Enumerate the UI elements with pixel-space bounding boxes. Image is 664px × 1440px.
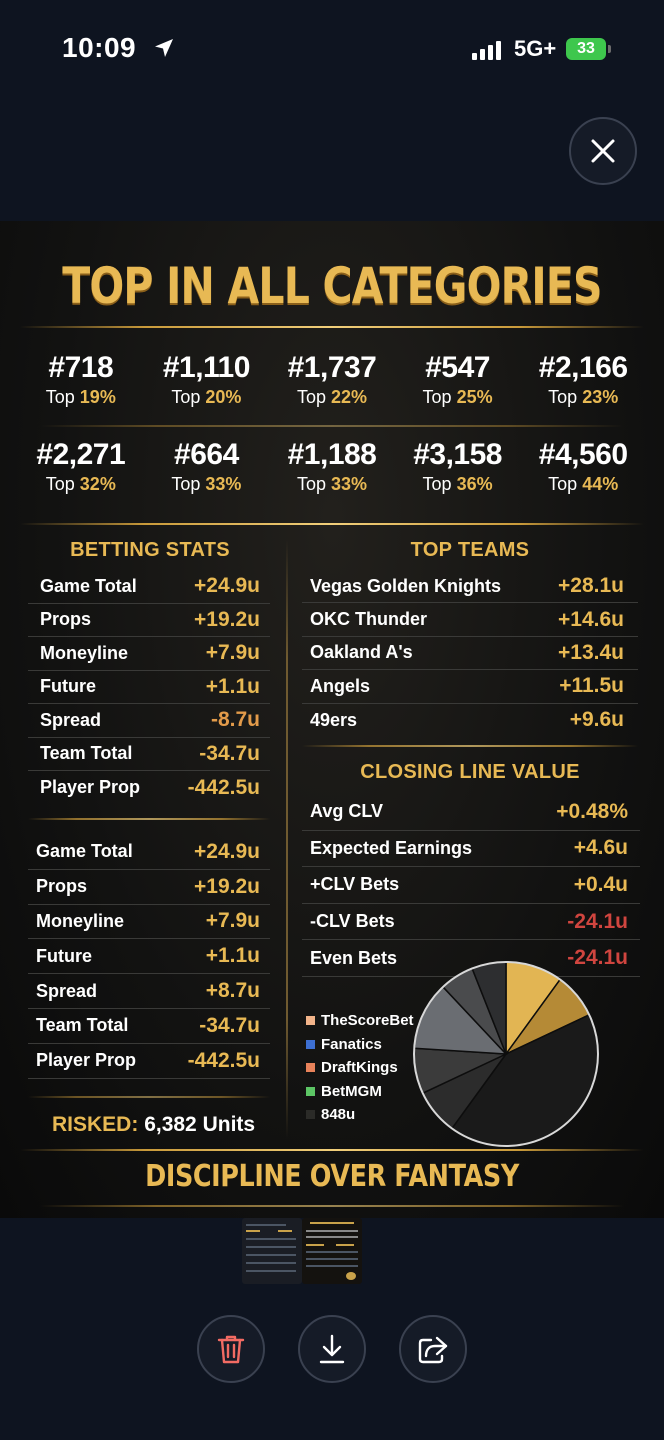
table-row: Moneyline +7.9u <box>28 905 270 940</box>
table-row: Player Prop -442.5u <box>28 1044 270 1079</box>
betting-stats-title: BETTING STATS <box>70 539 230 561</box>
divider <box>40 1205 624 1207</box>
table-row: Spread +8.7u <box>28 974 270 1009</box>
clv-title: CLOSING LINE VALUE <box>360 761 580 783</box>
rank-item: #1,737 Top 22% <box>287 351 377 407</box>
risked-summary: RISKED: 6,382 Units <box>52 1113 256 1136</box>
table-row: Game Total +24.9u <box>28 835 270 870</box>
pie-legend: TheScoreBet Fanatics DraftKings BetMGM 8… <box>306 1009 414 1127</box>
network-type: 5G+ <box>514 36 557 61</box>
legend-item: Fanatics <box>306 1033 414 1057</box>
shared-image: TOP IN ALL CATEGORIES #718 Top 19% #1,110… <box>0 221 664 1218</box>
rank-item: #3,158 Top 36% <box>413 438 502 494</box>
top-teams-table: Vegas Golden Knights +28.1u OKC Thunder +1… <box>302 570 638 737</box>
rank-item: #664 Top 33% <box>171 438 242 494</box>
rank-item: #4,560 Top 44% <box>538 438 628 494</box>
status-bar: 10:09 5G+ 33 <box>0 0 664 100</box>
download-icon <box>319 1334 345 1364</box>
divider <box>20 1149 644 1151</box>
table-row: Spread -8.7u <box>28 704 270 738</box>
legend-item: BetMGM <box>306 1080 414 1104</box>
legend-item: TheScoreBet <box>306 1009 414 1033</box>
thumbnail-2[interactable] <box>302 1218 362 1284</box>
trash-icon <box>217 1335 245 1364</box>
sportsbook-pie-chart <box>413 961 599 1147</box>
thumbnail-1[interactable] <box>242 1218 302 1284</box>
divider <box>28 818 270 820</box>
top-teams-title: TOP TEAMS <box>410 539 530 561</box>
table-row: Vegas Golden Knights +28.1u <box>302 570 638 604</box>
footer-title: DISCIPLINE OVER FANTASY <box>145 1159 519 1194</box>
divider <box>20 326 644 328</box>
share-icon <box>418 1336 448 1364</box>
rank-item: #2,271 Top 32% <box>36 438 126 494</box>
betting-stats-table-2: Game Total +24.9u Props +19.2u Moneyline +7… <box>28 835 270 1079</box>
table-row: Avg CLV +0.48% <box>302 794 640 831</box>
table-row: Future +1.1u <box>28 939 270 975</box>
download-button[interactable] <box>298 1315 366 1383</box>
close-icon <box>591 139 615 163</box>
battery-level: 33 <box>577 40 595 57</box>
share-button[interactable] <box>399 1315 467 1383</box>
divider <box>302 745 638 747</box>
table-row: Future +1.1u <box>28 671 270 704</box>
rank-item: #547 Top 25% <box>422 351 493 407</box>
table-row: Angels +11.5u <box>302 670 638 704</box>
rank-item: #718 Top 19% <box>45 351 116 407</box>
table-row: Game Total +24.9u <box>28 570 270 604</box>
table-row: Team Total -34.7u <box>28 738 270 771</box>
rank-item: #1,188 Top 33% <box>287 438 377 494</box>
rank-row-1: #718 Top 19% #1,110 Top 20% #1,737 Top 22% … <box>18 351 646 408</box>
table-row: Player Prop -442.5u <box>40 775 260 799</box>
pie-outline <box>413 961 599 1147</box>
betting-stats-table: Game Total +24.9u Props +19.2u Moneyline +7… <box>28 570 270 805</box>
legend-item: DraftKings <box>306 1056 414 1080</box>
graphic-title: TOP IN ALL CATEGORIES <box>62 257 602 315</box>
table-row: OKC Thunder +14.6u <box>302 603 638 637</box>
table-row: Oakland A's +13.4u <box>302 637 638 671</box>
table-row: -CLV Bets -24.1u <box>302 904 640 941</box>
table-row: Team Total -34.7u <box>28 1009 270 1044</box>
table-row: Props +19.2u <box>28 604 270 637</box>
clv-table: Avg CLV +0.48% Expected Earnings +4.6u +CL… <box>302 794 640 977</box>
table-row: Props +19.2u <box>28 870 270 905</box>
legend-item: 848u <box>306 1103 414 1127</box>
location-arrow-icon <box>155 39 173 57</box>
rank-item: #2,166 Top 23% <box>538 351 628 407</box>
divider <box>40 425 624 427</box>
rank-row-2: #2,271 Top 32% #664 Top 33% #1,188 Top 33% … <box>18 438 646 495</box>
rank-item: #1,110 Top 20% <box>162 351 251 407</box>
close-button[interactable] <box>569 117 637 185</box>
table-row: +CLV Bets +0.4u <box>302 867 640 904</box>
divider <box>28 1096 270 1098</box>
table-row: Moneyline +7.9u <box>28 637 270 671</box>
table-row: 49ers +9.6u <box>310 708 624 732</box>
column-divider <box>286 539 288 1139</box>
cell-signal-icon <box>472 40 501 60</box>
table-row: Expected Earnings +4.6u <box>302 831 640 868</box>
divider <box>20 523 644 525</box>
delete-button[interactable] <box>197 1315 265 1383</box>
clock: 10:09 <box>62 32 137 63</box>
battery-icon: 33 <box>566 38 611 60</box>
